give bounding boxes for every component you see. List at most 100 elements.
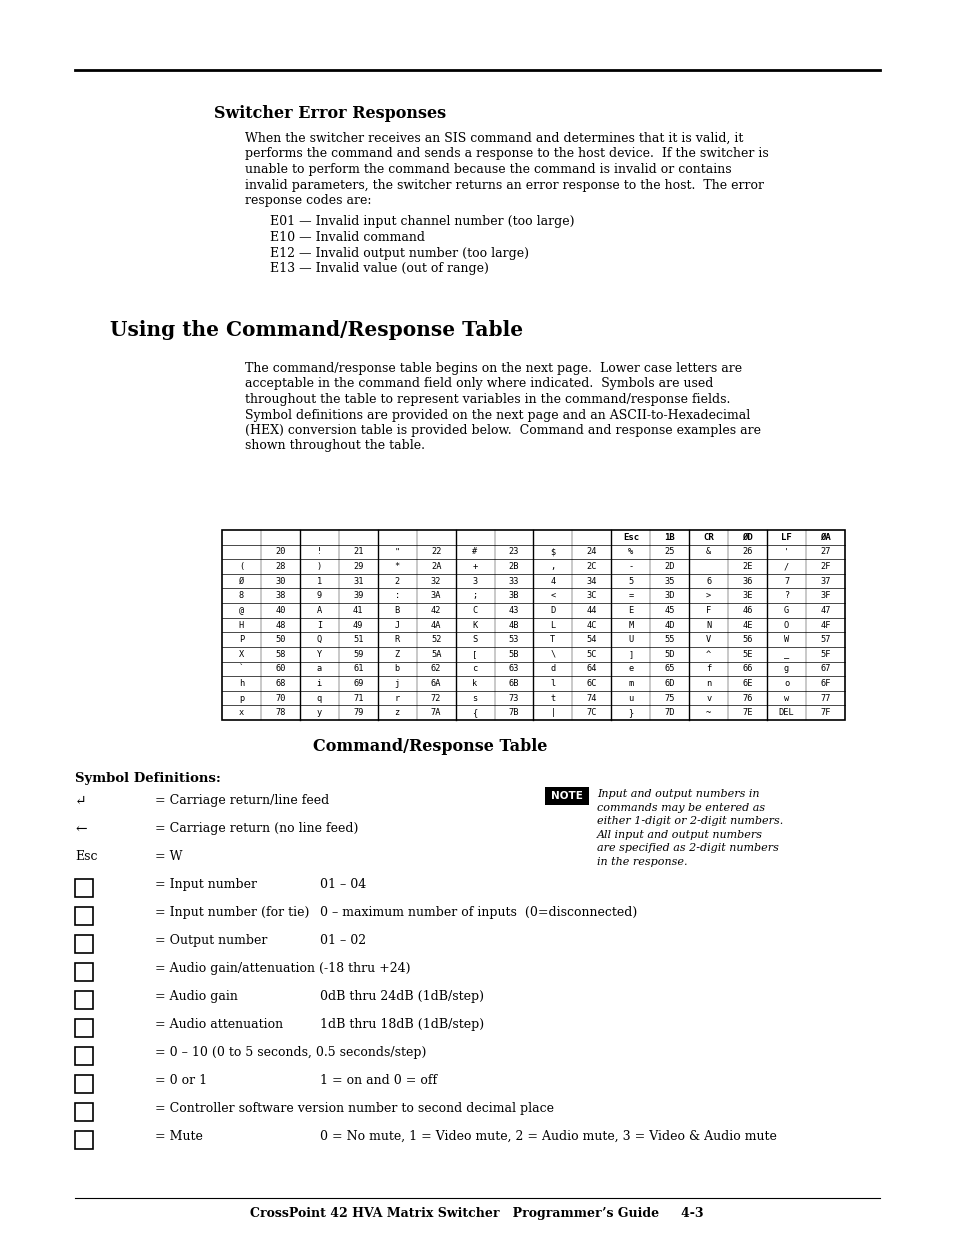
Text: 70: 70	[274, 694, 285, 703]
Text: &: &	[705, 547, 711, 557]
Text: ): )	[316, 562, 321, 571]
Text: $: $	[550, 547, 555, 557]
Bar	[75, 1019, 92, 1037]
Text: 4A: 4A	[431, 620, 441, 630]
Text: 28: 28	[274, 562, 285, 571]
Text: E01 — Invalid input channel number (too large): E01 — Invalid input channel number (too …	[270, 215, 574, 228]
Text: l: l	[550, 679, 555, 688]
Text: P: P	[238, 635, 244, 645]
Text: 48: 48	[274, 620, 285, 630]
Text: D: D	[550, 606, 555, 615]
Text: ;: ;	[472, 592, 477, 600]
Text: 3: 3	[472, 577, 477, 585]
Text: 6D: 6D	[664, 679, 675, 688]
Bar	[75, 1131, 92, 1149]
Text: LF: LF	[781, 532, 791, 542]
Text: = Controller software version number to second decimal place: = Controller software version number to …	[154, 1102, 554, 1115]
Text: 4B: 4B	[508, 620, 518, 630]
Text: throughout the table to represent variables in the command/response fields.: throughout the table to represent variab…	[245, 393, 730, 406]
Text: 5: 5	[628, 577, 633, 585]
Text: 54: 54	[586, 635, 597, 645]
Text: r: r	[395, 694, 399, 703]
Text: 50: 50	[274, 635, 285, 645]
Text: = Input number: = Input number	[154, 878, 256, 890]
Text: 61: 61	[353, 664, 363, 673]
Text: (HEX) conversion table is provided below.  Command and response examples are: (HEX) conversion table is provided below…	[245, 424, 760, 437]
Text: The command/response table begins on the next page.  Lower case letters are: The command/response table begins on the…	[245, 362, 741, 375]
Text: g: g	[783, 664, 788, 673]
Text: 78: 78	[274, 708, 285, 718]
Text: = 0 or 1: = 0 or 1	[154, 1074, 207, 1087]
Text: :: :	[395, 592, 399, 600]
Text: 69: 69	[353, 679, 363, 688]
Text: 24: 24	[586, 547, 597, 557]
Text: 2F: 2F	[820, 562, 830, 571]
Text: 65: 65	[664, 664, 675, 673]
Text: I: I	[316, 620, 321, 630]
Text: 20: 20	[274, 547, 285, 557]
Text: 71: 71	[353, 694, 363, 703]
Text: Z: Z	[395, 650, 399, 658]
Text: 67: 67	[820, 664, 830, 673]
Text: 22: 22	[431, 547, 441, 557]
Text: ": "	[395, 547, 399, 557]
Text: !: !	[316, 547, 321, 557]
Bar	[75, 963, 92, 981]
Text: = Mute: = Mute	[154, 1130, 203, 1144]
Text: 2E: 2E	[741, 562, 752, 571]
Text: 8: 8	[238, 592, 244, 600]
Text: *: *	[395, 562, 399, 571]
Text: 3D: 3D	[664, 592, 675, 600]
Text: 60: 60	[274, 664, 285, 673]
Text: 77: 77	[820, 694, 830, 703]
Text: 2A: 2A	[431, 562, 441, 571]
Text: v: v	[705, 694, 711, 703]
Text: n: n	[705, 679, 711, 688]
Text: 4D: 4D	[664, 620, 675, 630]
Text: 3E: 3E	[741, 592, 752, 600]
Text: 4F: 4F	[820, 620, 830, 630]
Text: 3A: 3A	[431, 592, 441, 600]
Text: Input and output numbers in
commands may be entered as
either 1-digit or 2-digit: Input and output numbers in commands may…	[597, 789, 782, 867]
Text: ~: ~	[705, 708, 711, 718]
Text: 0 – maximum number of inputs  (0=disconnected): 0 – maximum number of inputs (0=disconne…	[319, 906, 637, 919]
Text: e: e	[628, 664, 633, 673]
Text: S: S	[472, 635, 477, 645]
Text: 46: 46	[741, 606, 752, 615]
Text: M: M	[628, 620, 633, 630]
Text: acceptable in the command field only where indicated.  Symbols are used: acceptable in the command field only whe…	[245, 378, 713, 390]
Text: performs the command and sends a response to the host device.  If the switcher i: performs the command and sends a respons…	[245, 147, 768, 161]
Text: 6B: 6B	[508, 679, 518, 688]
Text: t: t	[550, 694, 555, 703]
Text: 26: 26	[741, 547, 752, 557]
Text: 63: 63	[508, 664, 518, 673]
Text: Q: Q	[316, 635, 321, 645]
Text: 6C: 6C	[586, 679, 597, 688]
Text: N: N	[705, 620, 711, 630]
Text: 75: 75	[664, 694, 675, 703]
Text: Y: Y	[316, 650, 321, 658]
Text: B: B	[395, 606, 399, 615]
Text: 7A: 7A	[431, 708, 441, 718]
Text: i: i	[316, 679, 321, 688]
Text: U: U	[628, 635, 633, 645]
Text: \: \	[550, 650, 555, 658]
Text: k: k	[472, 679, 477, 688]
Text: When the switcher receives an SIS command and determines that it is valid, it: When the switcher receives an SIS comman…	[245, 132, 742, 144]
Text: = Output number: = Output number	[154, 934, 267, 947]
Text: 0 = No mute, 1 = Video mute, 2 = Audio mute, 3 = Video & Audio mute: 0 = No mute, 1 = Video mute, 2 = Audio m…	[319, 1130, 776, 1144]
Text: ]: ]	[628, 650, 633, 658]
Text: 32: 32	[431, 577, 441, 585]
Text: o: o	[783, 679, 788, 688]
Text: 57: 57	[820, 635, 830, 645]
Text: 47: 47	[820, 606, 830, 615]
Text: 31: 31	[353, 577, 363, 585]
Text: u: u	[628, 694, 633, 703]
Text: response codes are:: response codes are:	[245, 194, 371, 207]
Text: 66: 66	[741, 664, 752, 673]
Text: >: >	[705, 592, 711, 600]
Text: 7: 7	[783, 577, 788, 585]
Text: 01 – 04: 01 – 04	[319, 878, 366, 890]
Text: ,: ,	[550, 562, 555, 571]
Text: @: @	[238, 606, 244, 615]
